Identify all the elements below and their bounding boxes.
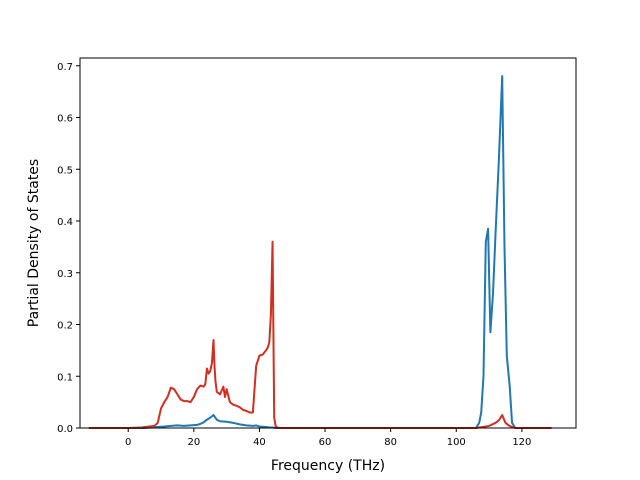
y-tick-label: 0.7 — [57, 62, 73, 73]
y-tick-label: 0.4 — [57, 217, 73, 228]
plot-frame — [79, 57, 577, 429]
y-tick-label: 0.3 — [57, 269, 73, 280]
y-tick-label: 0.5 — [57, 165, 73, 176]
series-line-1 — [88, 75, 552, 429]
x-tick-label: 100 — [447, 437, 466, 448]
x-tick-label: 80 — [384, 437, 397, 448]
y-axis-title: Partial Density of States — [26, 159, 42, 327]
y-tick-label: 0.1 — [57, 372, 73, 383]
y-tick-label: 0.2 — [57, 321, 73, 332]
y-tick-label: 0.6 — [57, 114, 73, 125]
y-axis-ticks: 0.0 0.1 0.2 0.3 0.4 0.5 0.6 0.7 — [57, 62, 80, 435]
x-tick-label: 60 — [319, 437, 332, 448]
x-tick-label: 120 — [512, 437, 531, 448]
x-axis-title: Frequency (THz) — [271, 458, 385, 474]
y-tick-label: 0.0 — [57, 424, 73, 435]
x-tick-label: 40 — [253, 437, 266, 448]
x-tick-label: 0 — [125, 437, 131, 448]
x-axis-ticks: 0 20 40 60 80 100 120 — [125, 428, 531, 448]
x-tick-label: 20 — [187, 437, 200, 448]
